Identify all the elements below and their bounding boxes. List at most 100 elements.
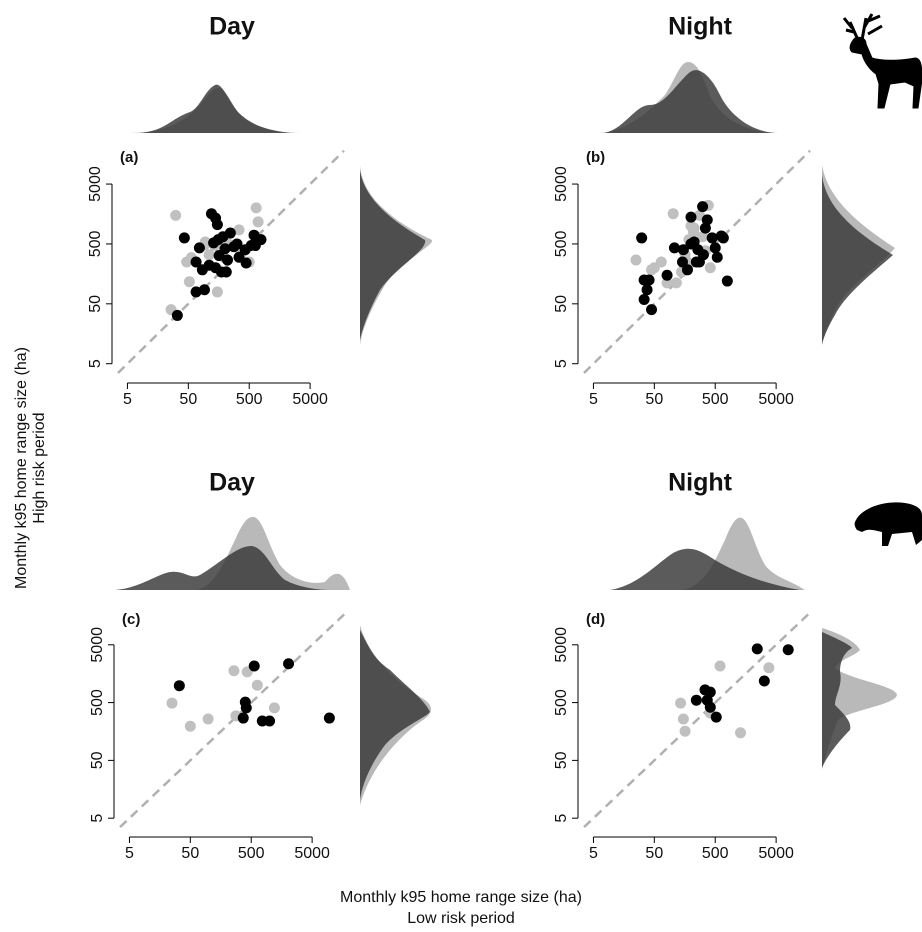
density-right-d: [822, 628, 897, 770]
point: [661, 277, 673, 289]
x-tick-label: 5: [125, 845, 134, 862]
point: [655, 256, 667, 268]
point: [710, 711, 722, 723]
point: [252, 216, 264, 228]
point: [222, 254, 234, 266]
point: [203, 249, 215, 261]
point: [638, 294, 650, 306]
point: [667, 208, 679, 220]
point: [636, 232, 648, 244]
y-tick-label: 500: [89, 689, 106, 716]
point: [283, 658, 295, 670]
point: [685, 220, 697, 232]
point: [268, 702, 280, 714]
x-tick-label: 5: [123, 391, 132, 408]
point: [170, 209, 182, 221]
point: [763, 662, 775, 674]
y-tick-label: 5: [553, 814, 570, 823]
deer-icon: [842, 13, 922, 109]
x-tick-label: 500: [238, 845, 265, 862]
y-tick-label: 50: [89, 751, 106, 769]
reference-line: [583, 611, 811, 829]
point: [758, 675, 770, 687]
panel-title: Day: [209, 469, 255, 497]
density-right-b: [822, 165, 895, 345]
y-tick-label: 500: [553, 689, 570, 716]
x-tick-label: 50: [181, 845, 199, 862]
density-top-a: [130, 84, 300, 133]
x-tick-label: 5000: [292, 391, 328, 408]
point: [782, 644, 794, 656]
point: [681, 264, 693, 276]
x-tick-label: 5: [589, 391, 598, 408]
x-tick-label: 500: [236, 391, 263, 408]
point: [190, 256, 202, 268]
y-tick-label: 50: [553, 295, 570, 313]
x-tick-label: 500: [702, 391, 729, 408]
point: [248, 229, 260, 241]
point: [676, 256, 688, 268]
panel-label: (c): [122, 611, 140, 628]
x-tick-label: 50: [179, 391, 197, 408]
point: [711, 251, 723, 263]
point: [704, 701, 716, 713]
point: [213, 250, 225, 262]
density-top-c: [115, 516, 350, 590]
x-tick-label: 5000: [758, 391, 794, 408]
y-tick-label: 500: [87, 230, 104, 257]
point: [751, 643, 763, 655]
panel-label: (b): [586, 149, 605, 166]
y-axis-label: Monthly k95 home range size (ha): [13, 347, 30, 589]
point: [220, 266, 232, 278]
point: [734, 727, 746, 739]
point: [250, 202, 262, 214]
point: [237, 712, 249, 724]
point: [198, 284, 210, 296]
point: [721, 275, 733, 287]
point: [670, 277, 682, 289]
point: [240, 702, 252, 714]
point: [240, 257, 252, 269]
point: [202, 713, 214, 725]
y-axis-label: High risk period: [31, 412, 48, 523]
point: [166, 697, 178, 709]
y-tick-label: 50: [553, 751, 570, 769]
panel-title: Day: [209, 13, 255, 41]
panel-title: Night: [668, 469, 733, 497]
point: [193, 242, 205, 254]
point: [233, 224, 245, 236]
density-top-b: [600, 62, 780, 133]
boar-icon: [854, 502, 922, 546]
x-axis-label: Monthly k95 home range size (ha): [340, 889, 582, 906]
y-tick-label: 5: [553, 359, 570, 368]
point: [704, 262, 716, 274]
point: [677, 713, 689, 725]
point: [714, 660, 726, 672]
point: [251, 679, 263, 691]
density-top-d: [610, 517, 805, 590]
point: [248, 660, 260, 672]
density-right-c: [360, 625, 432, 805]
point: [693, 256, 705, 268]
point: [183, 276, 195, 288]
y-tick-label: 5000: [87, 166, 104, 202]
point: [641, 284, 653, 296]
x-tick-label: 5000: [758, 845, 794, 862]
point: [643, 274, 655, 286]
y-tick-label: 5000: [553, 166, 570, 202]
point: [211, 286, 223, 298]
point: [706, 232, 718, 244]
y-tick-label: 5000: [89, 627, 106, 663]
point: [224, 227, 236, 239]
y-tick-label: 50: [87, 295, 104, 313]
point: [679, 725, 691, 737]
point: [184, 720, 196, 732]
point: [171, 309, 183, 321]
point: [190, 286, 202, 298]
x-tick-label: 5: [589, 845, 598, 862]
y-tick-label: 5000: [553, 627, 570, 663]
point: [697, 201, 709, 213]
x-tick-label: 50: [645, 845, 663, 862]
panel-title: Night: [668, 13, 733, 41]
